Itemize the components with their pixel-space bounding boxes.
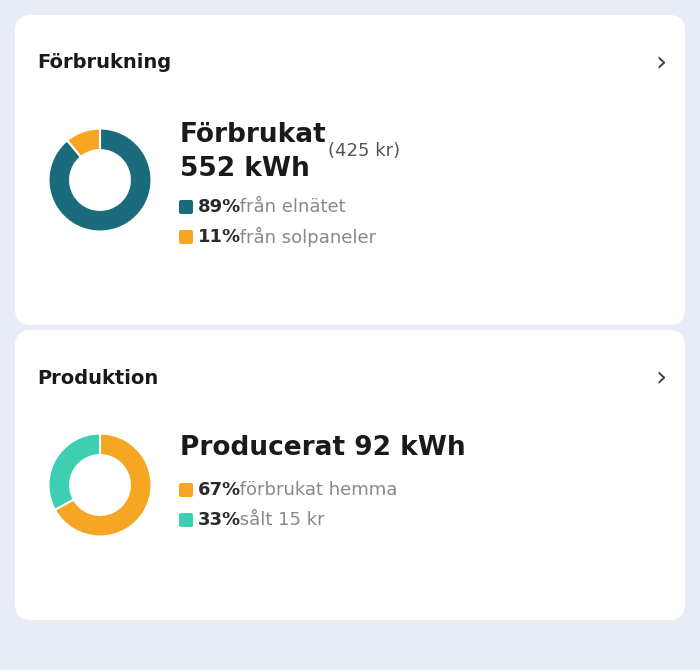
- Text: Produktion: Produktion: [37, 369, 158, 387]
- Text: 33%: 33%: [198, 511, 241, 529]
- Wedge shape: [48, 129, 151, 232]
- Text: Förbrukning: Förbrukning: [37, 54, 171, 72]
- FancyBboxPatch shape: [179, 200, 193, 214]
- Text: 11%: 11%: [198, 228, 241, 246]
- Text: (425 kr): (425 kr): [328, 142, 400, 160]
- FancyBboxPatch shape: [179, 513, 193, 527]
- FancyBboxPatch shape: [15, 330, 685, 620]
- Wedge shape: [55, 433, 151, 537]
- FancyBboxPatch shape: [15, 15, 685, 325]
- Text: ›: ›: [656, 49, 667, 77]
- Text: 552 kWh: 552 kWh: [180, 156, 309, 182]
- FancyBboxPatch shape: [179, 230, 193, 244]
- Wedge shape: [67, 129, 100, 157]
- Text: 89%: 89%: [198, 198, 242, 216]
- Text: Producerat 92 kWh: Producerat 92 kWh: [180, 435, 466, 461]
- Text: Förbrukat: Förbrukat: [180, 122, 327, 148]
- Text: 67%: 67%: [198, 481, 241, 499]
- Text: ›: ›: [656, 364, 667, 392]
- Text: från solpaneler: från solpaneler: [234, 227, 376, 247]
- Text: från elnätet: från elnätet: [234, 198, 346, 216]
- Text: sålt 15 kr: sålt 15 kr: [234, 511, 325, 529]
- Text: förbrukat hemma: förbrukat hemma: [234, 481, 398, 499]
- Wedge shape: [48, 433, 100, 510]
- FancyBboxPatch shape: [179, 483, 193, 497]
